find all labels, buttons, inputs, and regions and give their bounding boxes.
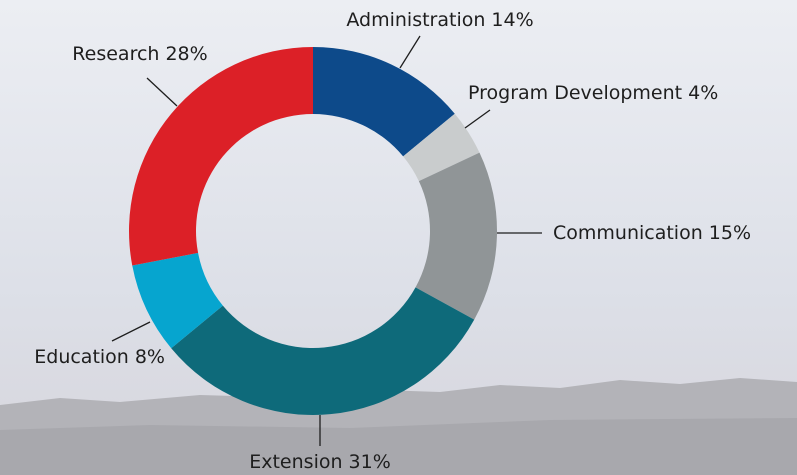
slice-name: Administration (346, 9, 485, 31)
slice-value: 8% (135, 346, 165, 368)
slice-label: Research 28% (72, 43, 207, 65)
treeline-near (0, 418, 797, 475)
leader-line (399, 35, 421, 69)
slice-name: Program Development (468, 82, 682, 104)
leader-line (464, 109, 491, 129)
slice-value: 31% (349, 451, 391, 473)
donut-slice (128, 47, 313, 266)
slice-value: 28% (165, 43, 207, 65)
donut-slice (132, 252, 223, 349)
slice-label: Administration 14% (346, 9, 533, 31)
donut-slice (171, 287, 475, 415)
slice-value: 15% (709, 222, 751, 244)
donut-slice (313, 47, 455, 157)
leader-line (111, 321, 151, 342)
slice-label: Extension 31% (249, 451, 391, 473)
donut-slice (403, 113, 480, 182)
slice-label: Program Development 4% (468, 82, 718, 104)
slice-name: Education (34, 346, 129, 368)
slice-label: Education 8% (34, 346, 165, 368)
slice-name: Extension (249, 451, 342, 473)
slice-name: Communication (553, 222, 703, 244)
slice-name: Research (72, 43, 159, 65)
slice-value: 14% (491, 9, 533, 31)
donut-slice (415, 152, 497, 320)
leader-line (146, 77, 178, 107)
slice-value: 4% (688, 82, 718, 104)
slice-label: Communication 15% (553, 222, 751, 244)
